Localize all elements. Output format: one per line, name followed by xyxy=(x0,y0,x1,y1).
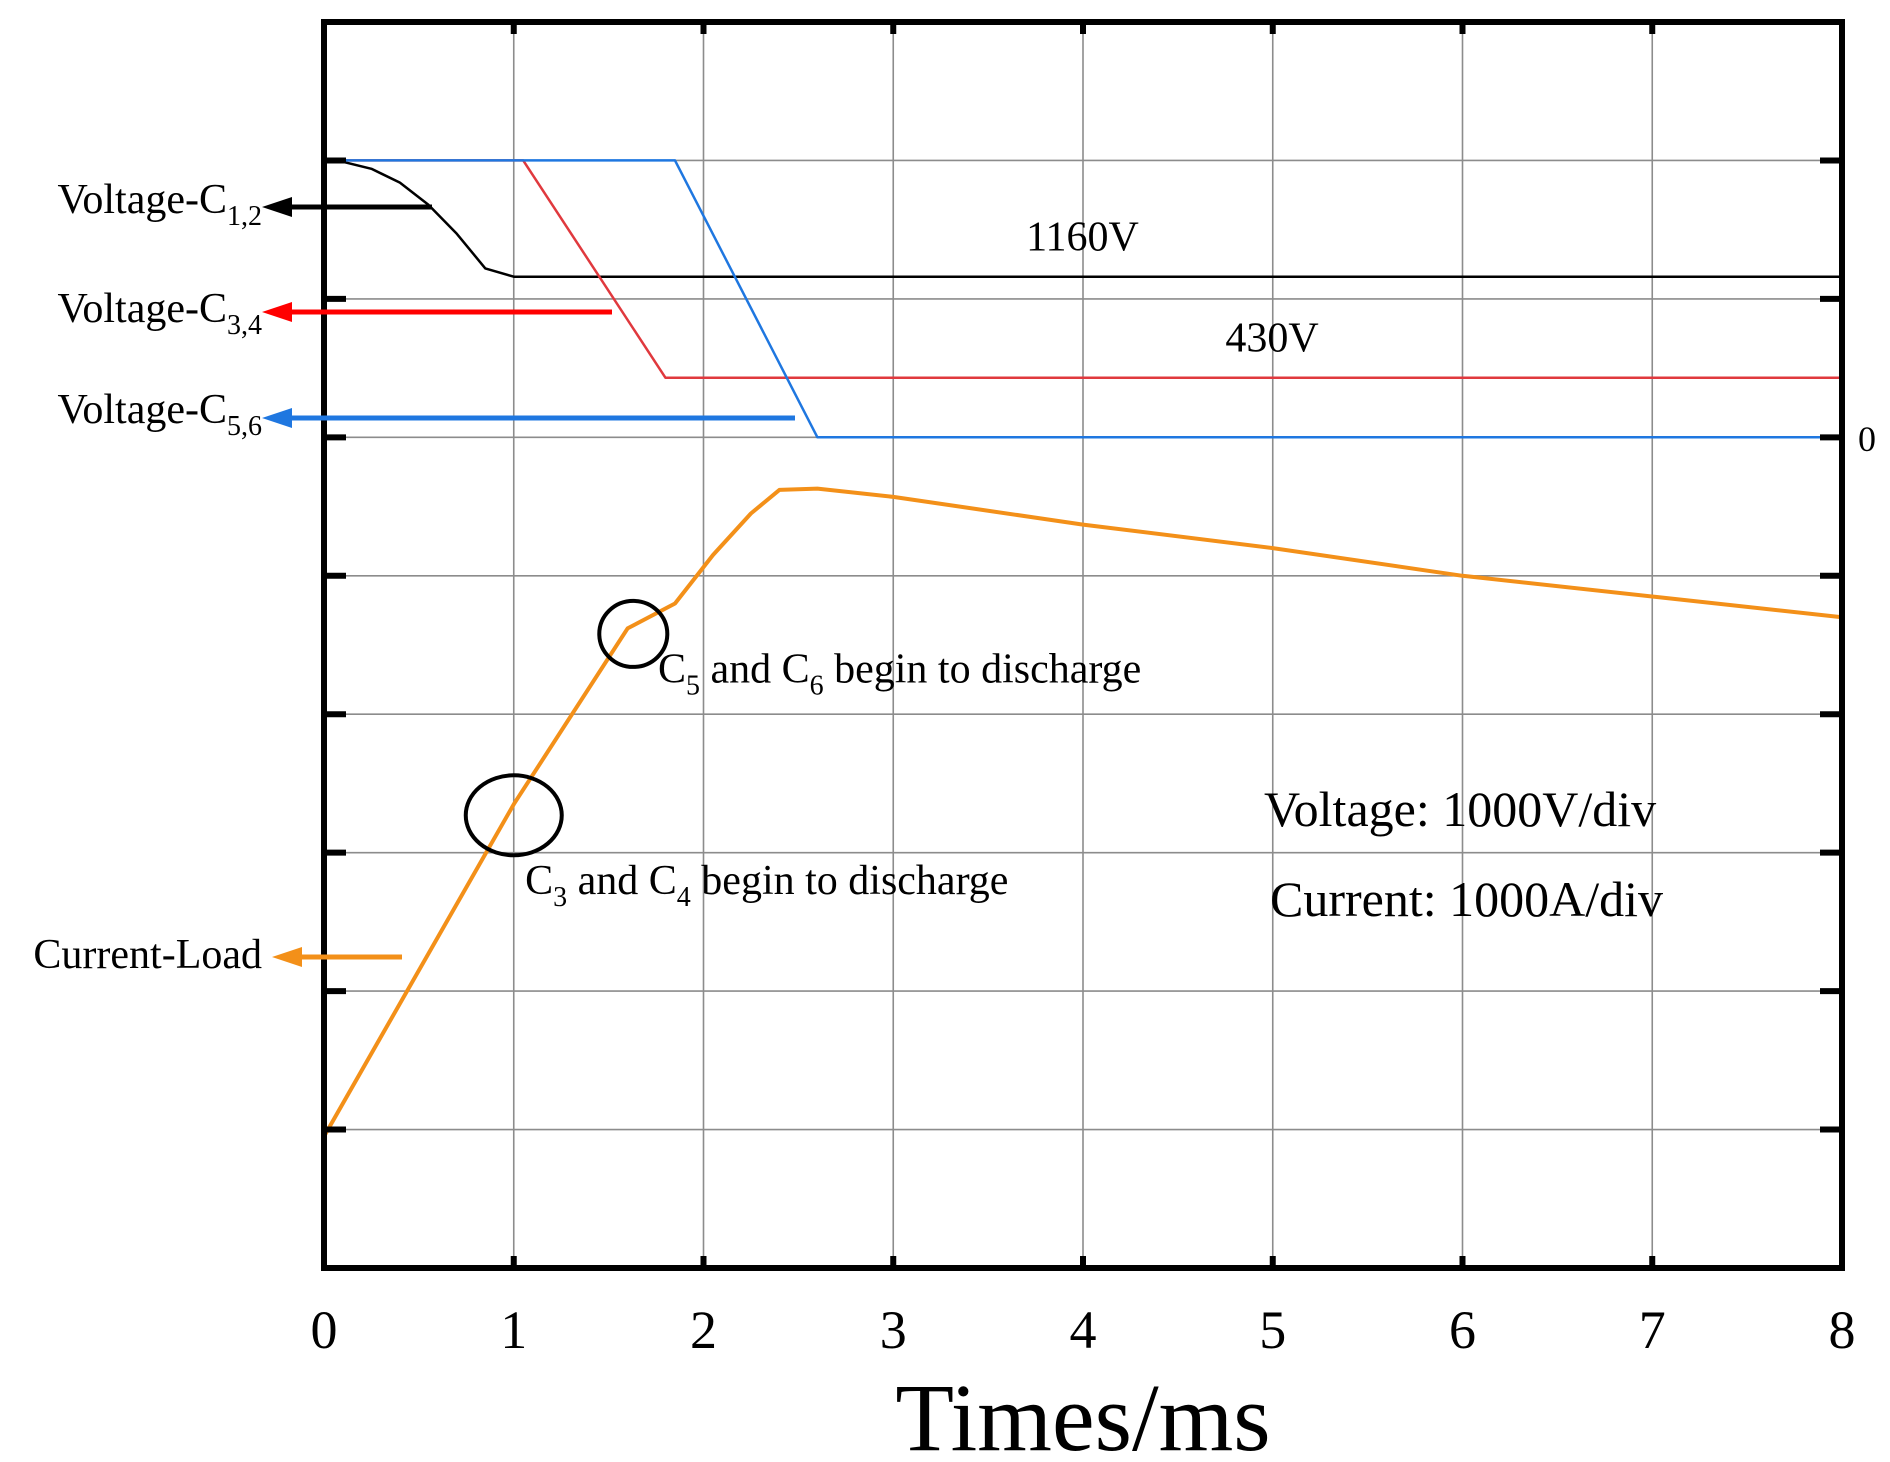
x-tick-label: 2 xyxy=(690,1300,717,1360)
legend-arrow-head-icon xyxy=(262,302,292,322)
annot-c5c6: C5 and C6 begin to discharge xyxy=(658,646,1141,701)
grid-lines xyxy=(324,22,1842,1268)
legend-label-subscript: 5,6 xyxy=(227,411,262,442)
annotation-text: C xyxy=(525,858,553,904)
annotation-subscript: 3 xyxy=(553,882,567,913)
legend-label-main: Current-Load xyxy=(33,932,262,978)
annotation-subscript: 4 xyxy=(677,882,691,913)
series-line-current-load xyxy=(322,486,1843,1138)
legend-label: Current-Load xyxy=(33,932,262,978)
x-axis-title: Times/ms xyxy=(895,1364,1270,1462)
legend-arrow-head-icon xyxy=(272,947,302,967)
x-tick-label: 5 xyxy=(1259,1300,1286,1360)
annot-430v: 430V xyxy=(1225,315,1318,361)
legend-arrows xyxy=(262,197,795,967)
legend-label: Voltage-C1,2 xyxy=(57,177,262,232)
legend-label-subscript: 1,2 xyxy=(227,201,262,232)
annotation-subscript: 5 xyxy=(686,670,700,701)
legend-label-main: Voltage-C xyxy=(57,286,227,332)
x-tick-label: 7 xyxy=(1639,1300,1666,1360)
x-tick-label: 3 xyxy=(880,1300,907,1360)
x-tick-label: 6 xyxy=(1449,1300,1476,1360)
legend-label: Voltage-C3,4 xyxy=(57,286,262,341)
x-tick-label: 4 xyxy=(1070,1300,1097,1360)
x-tick-label: 0 xyxy=(311,1300,338,1360)
legend-arrow-head-icon xyxy=(262,197,292,217)
legend-label: Voltage-C5,6 xyxy=(57,387,262,442)
annotation-text: and C xyxy=(567,858,677,904)
annotation-text: C xyxy=(658,646,686,692)
annotation-text: and C xyxy=(700,646,810,692)
axis-ticks xyxy=(321,22,1845,1268)
voltage-scale-text: Voltage: 1000V/div xyxy=(1264,781,1656,837)
x-tick-label: 8 xyxy=(1829,1300,1856,1360)
annot-1160v: 1160V xyxy=(1026,214,1139,260)
legend-arrow-head-icon xyxy=(262,408,292,428)
annotation-subscript: 6 xyxy=(810,670,824,701)
annotation-text: begin to discharge xyxy=(691,858,1009,904)
legend-label-subscript: 3,4 xyxy=(227,310,262,341)
series-line-voltage-c5-6 xyxy=(324,159,1842,439)
annot-c3c4: C3 and C4 begin to discharge xyxy=(525,858,1008,913)
zero-reference-label: 0 xyxy=(1858,419,1876,459)
annotation-text: begin to discharge xyxy=(824,646,1142,692)
annotation-circle xyxy=(463,773,564,858)
annotation-circle xyxy=(597,598,670,669)
legend-label-main: Voltage-C xyxy=(57,387,227,433)
current-scale-text: Current: 1000A/div xyxy=(1270,871,1663,927)
legend-label-main: Voltage-C xyxy=(57,177,227,223)
x-tick-label: 1 xyxy=(500,1300,527,1360)
